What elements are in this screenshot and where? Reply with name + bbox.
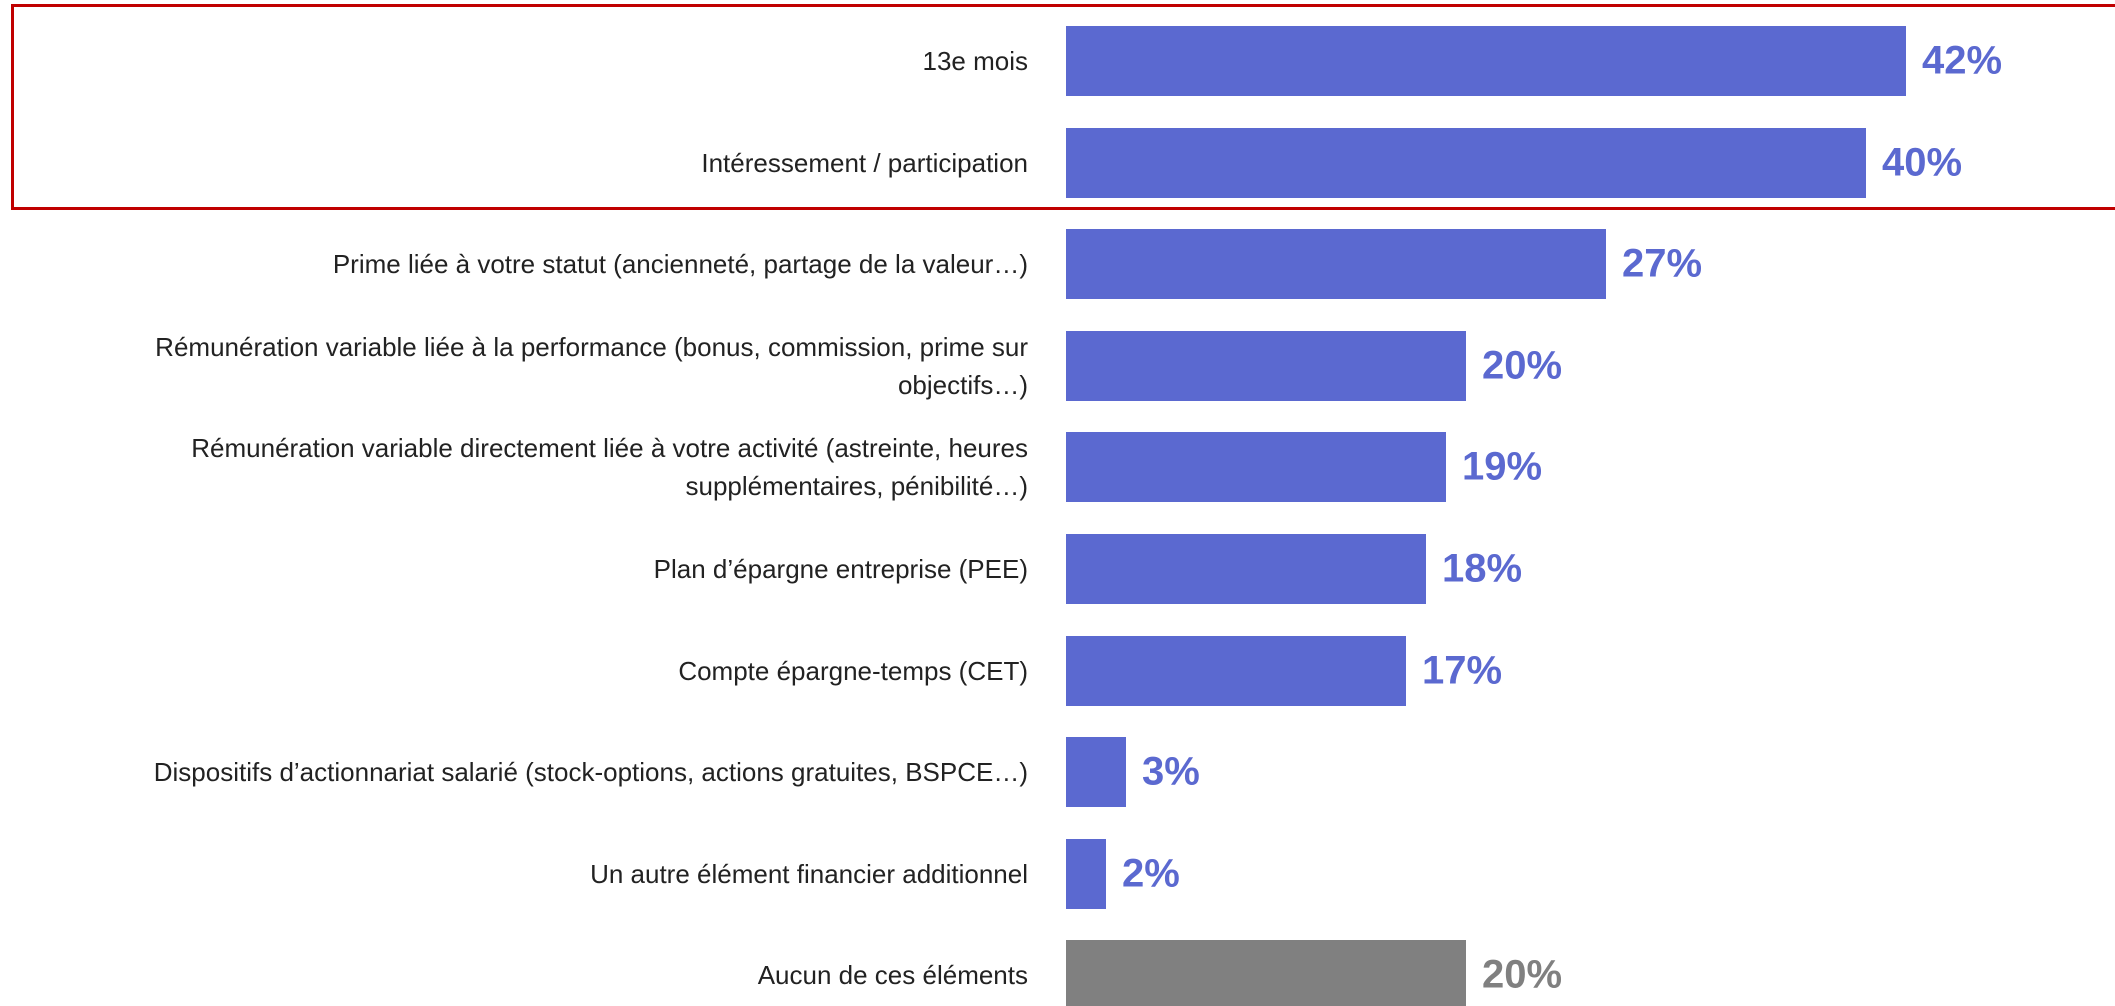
bar bbox=[1066, 838, 1106, 909]
bar bbox=[1066, 229, 1606, 300]
bar bbox=[1066, 330, 1466, 401]
value-label: 42% bbox=[1922, 38, 2003, 83]
value-label: 40% bbox=[1882, 140, 1963, 185]
bar bbox=[1066, 26, 1906, 96]
value-label: 20% bbox=[1482, 952, 1563, 997]
category-label: Aucun de ces éléments bbox=[757, 960, 1028, 991]
bar bbox=[1066, 534, 1426, 604]
category-label: Un autre élément financier additionnel bbox=[590, 858, 1028, 889]
category-label: 13e mois bbox=[922, 46, 1029, 76]
bar bbox=[1066, 940, 1466, 1006]
value-label: 18% bbox=[1442, 546, 1523, 591]
category-label: Compte épargne-temps (CET) bbox=[678, 655, 1028, 686]
value-label: 17% bbox=[1422, 648, 1503, 693]
category-label: Rémunération variable liée à la performa… bbox=[155, 331, 1028, 400]
bar bbox=[1066, 432, 1446, 503]
value-label: 27% bbox=[1622, 241, 1703, 286]
category-label: Plan d’épargne entreprise (PEE) bbox=[653, 554, 1028, 584]
bar bbox=[1066, 737, 1126, 808]
category-label: Rémunération variable directement liée à… bbox=[191, 433, 1028, 502]
category-label: Dispositifs d’actionnariat salarié (stoc… bbox=[153, 757, 1028, 788]
bar bbox=[1066, 127, 1866, 198]
value-label: 2% bbox=[1122, 851, 1180, 896]
category-label: Intéressement / participation bbox=[701, 147, 1028, 178]
bar bbox=[1066, 635, 1406, 706]
value-label: 20% bbox=[1482, 343, 1563, 388]
value-label: 19% bbox=[1462, 444, 1543, 489]
highlight-box bbox=[11, 4, 2115, 210]
category-label: Prime liée à votre statut (ancienneté, p… bbox=[332, 249, 1028, 280]
value-label: 3% bbox=[1142, 749, 1200, 794]
